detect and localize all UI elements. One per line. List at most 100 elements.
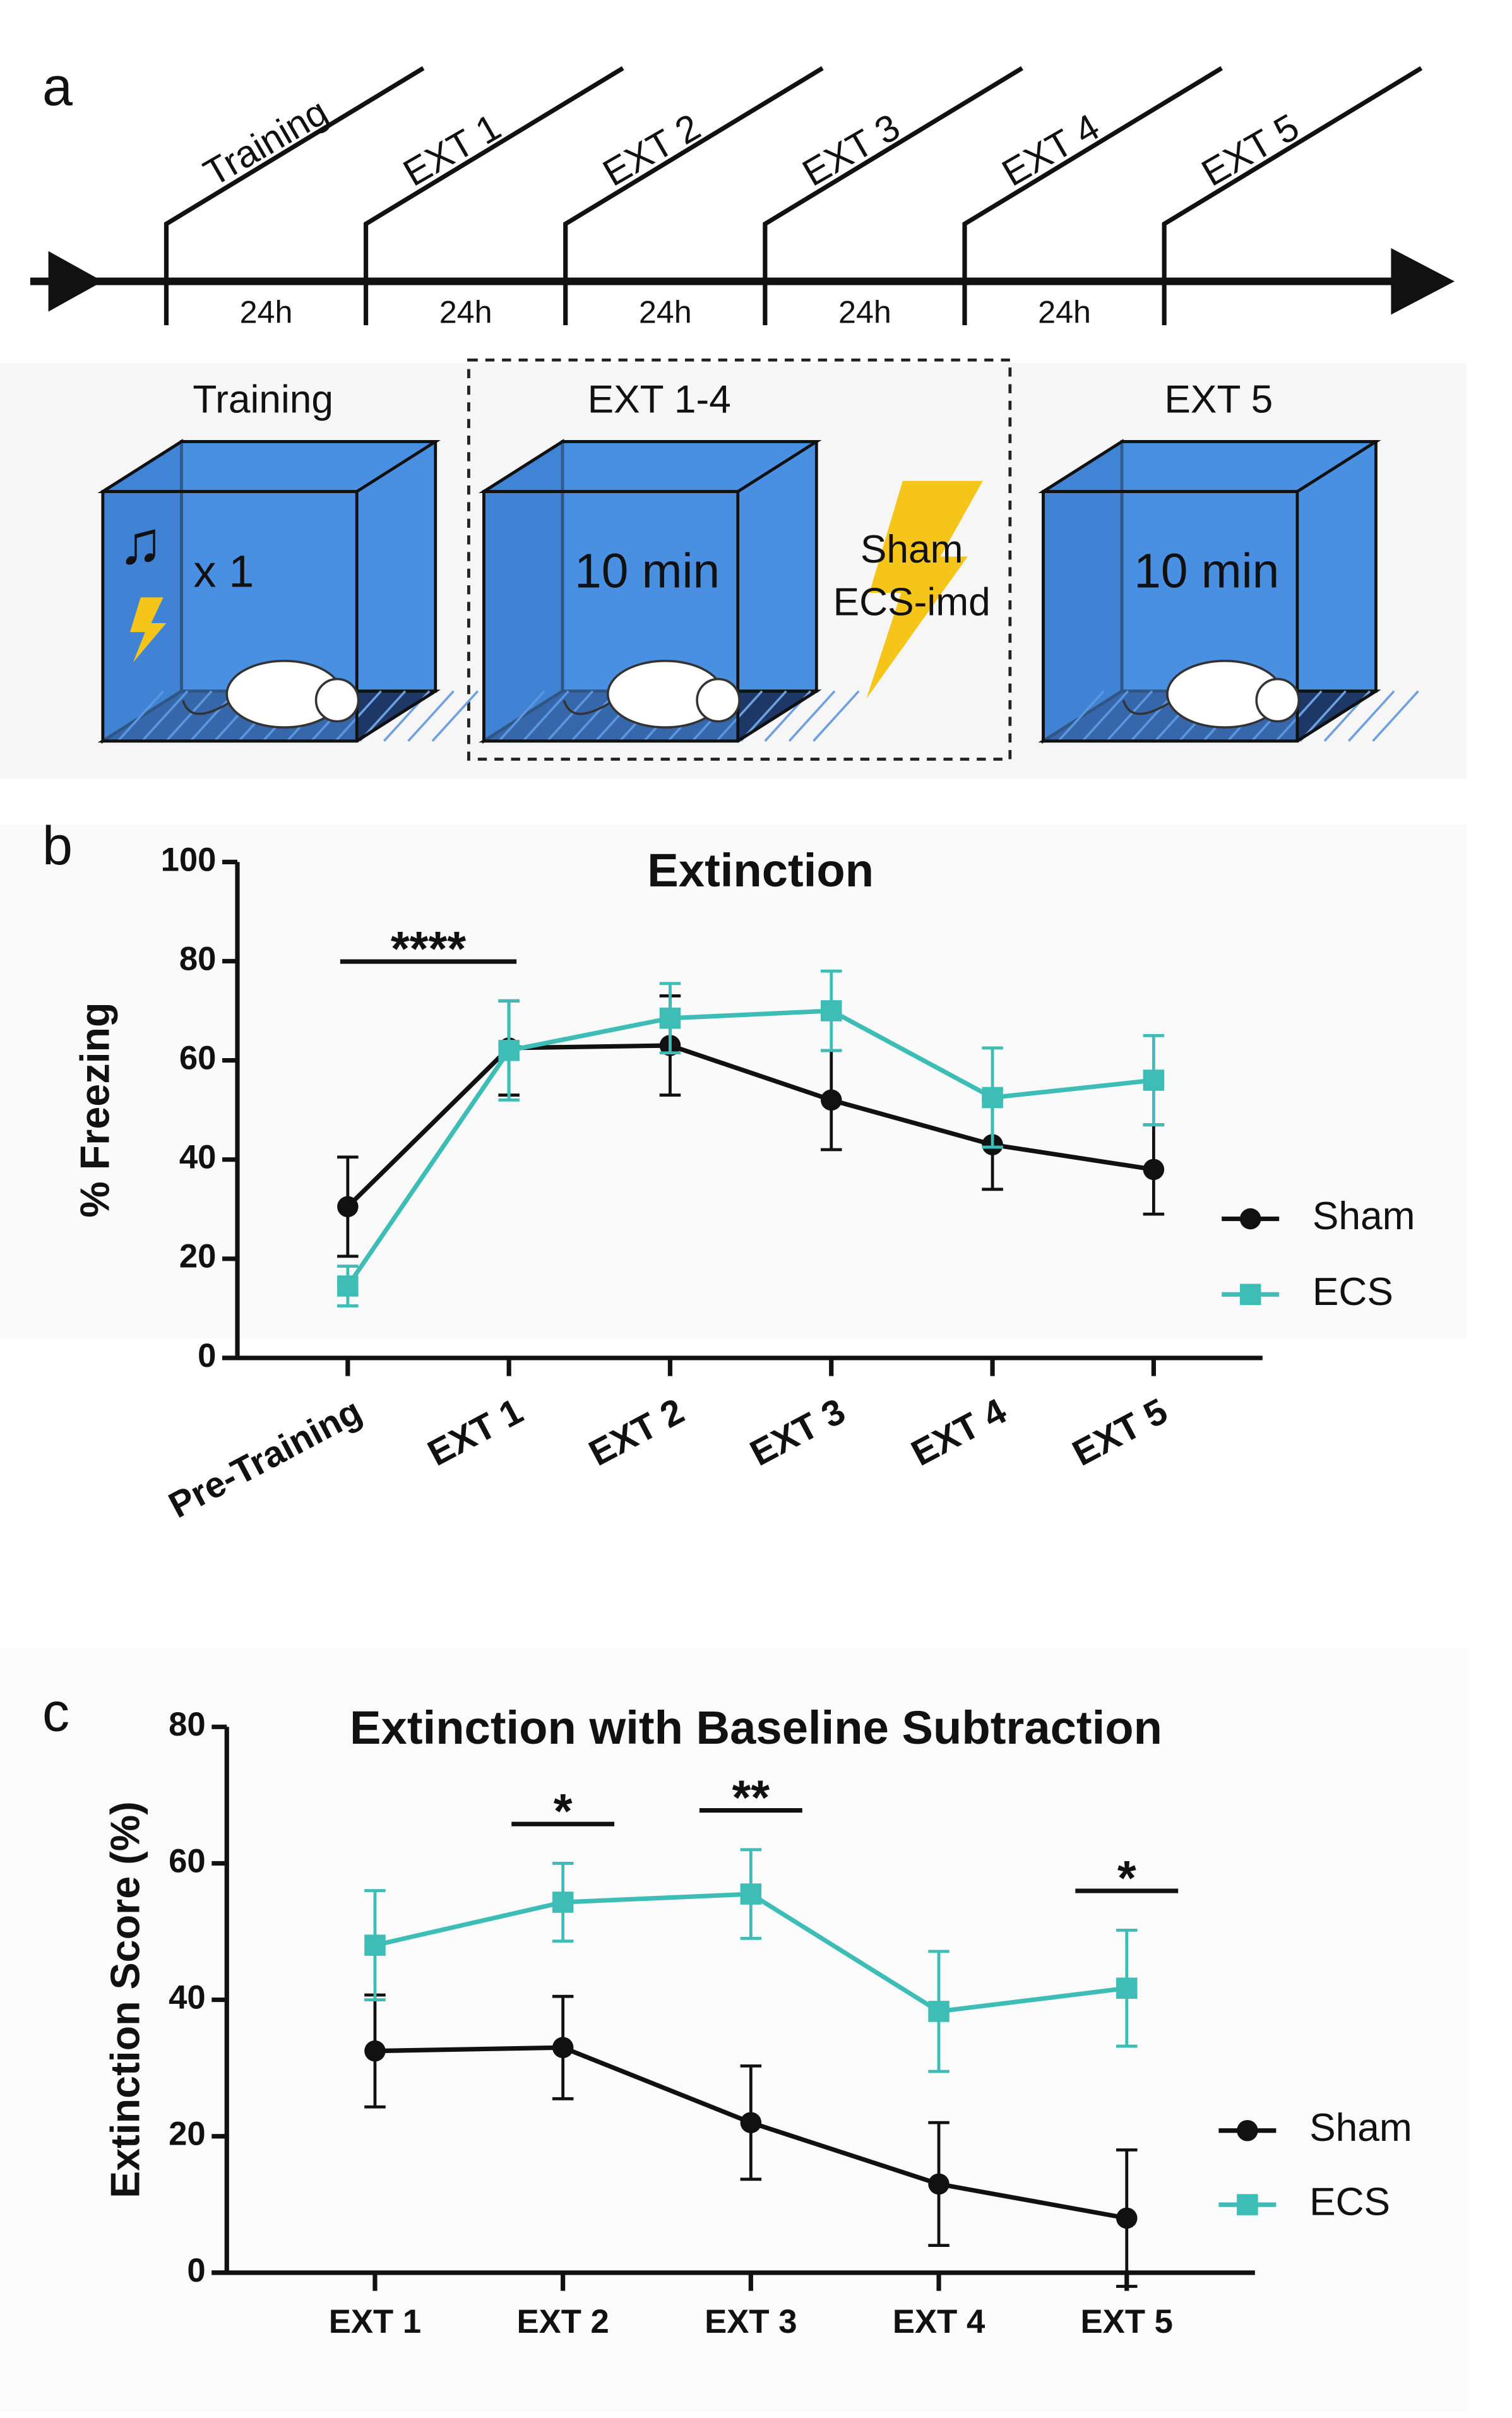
chamber-edge (1296, 689, 1377, 742)
timeline-arrow (1391, 247, 1455, 315)
y-tick-label: 100 (161, 841, 217, 878)
x-tick-label: EXT 1 (421, 1391, 529, 1474)
point (1116, 2207, 1138, 2229)
x-tick-label: EXT 1 (329, 2303, 421, 2340)
panel-label: b (42, 816, 73, 876)
point (1143, 1069, 1165, 1091)
panel-b-background (0, 824, 1467, 1338)
y-tick-label: 80 (169, 1706, 206, 1743)
day-label: EXT 5 (1194, 105, 1306, 194)
treatment-label: Sham (860, 528, 963, 571)
y-axis-label: % Freezing (72, 1002, 118, 1217)
treatment-label: ECS-imd (833, 581, 991, 624)
mouse-tail (563, 700, 610, 715)
y-axis-label: Extinction Score (%) (102, 1801, 148, 2198)
day-marker (563, 66, 824, 326)
chamber (97, 439, 479, 744)
panel-label: c (42, 1682, 69, 1742)
day-label: Training (196, 90, 335, 194)
x-tick-label: EXT 4 (893, 2303, 985, 2340)
stage-text: 10 min (574, 545, 720, 599)
timeline-arrow (48, 251, 103, 312)
floor-grid (813, 690, 860, 742)
floor-grid (431, 690, 479, 742)
y-tick-label: 20 (179, 1238, 217, 1275)
y-tick-label: 60 (169, 1842, 206, 1879)
mouse-head (696, 677, 741, 723)
point (337, 1196, 359, 1218)
panel-c-background (0, 1648, 1467, 2412)
point (928, 2001, 949, 2022)
x-tick-label: EXT 2 (516, 2303, 609, 2340)
point (552, 1891, 574, 1913)
y-tick-label: 0 (198, 1337, 216, 1374)
music-note: ♫ (118, 509, 164, 576)
point (982, 1087, 1003, 1109)
day-label: EXT 2 (596, 105, 708, 194)
day-marker (363, 66, 624, 326)
series-line (345, 1008, 1154, 1288)
floor-grid (407, 690, 455, 742)
day-marker (1162, 66, 1423, 326)
y-tick-label: 40 (179, 1139, 217, 1176)
point (740, 1883, 762, 1905)
point (1116, 1977, 1138, 1999)
chamber-top (1038, 440, 1381, 493)
significance-label: * (1117, 1852, 1136, 1905)
x-tick-label: EXT 3 (705, 2303, 797, 2340)
mouse-head (1255, 677, 1301, 723)
day-marker (763, 66, 1023, 326)
shock-icon (129, 597, 167, 663)
chamber-top (479, 440, 822, 493)
chamber-edge (355, 689, 437, 742)
point (740, 2112, 762, 2133)
stage-title: EXT 5 (1164, 378, 1273, 422)
interval-label: 24h (639, 294, 692, 330)
day-label: EXT 1 (396, 105, 508, 194)
y-tick-label: 0 (187, 2252, 205, 2289)
mouse-tail (1122, 700, 1170, 715)
point (821, 1000, 842, 1021)
y-tick-label: 40 (169, 1979, 206, 2016)
floor-grid (1348, 690, 1395, 742)
floor-grid (788, 690, 836, 742)
y-tick-label: 80 (179, 940, 217, 977)
x-tick-label: EXT 4 (905, 1391, 1013, 1474)
point (552, 2037, 574, 2059)
interval-label: 24h (838, 294, 891, 330)
x-tick-label: EXT 2 (583, 1391, 691, 1474)
lightning-bolt (866, 480, 983, 699)
x-tick-label: EXT 5 (1081, 2303, 1173, 2340)
day-marker (962, 66, 1223, 326)
point (821, 1089, 842, 1111)
significance-label: * (554, 1785, 573, 1838)
chamber (479, 439, 860, 744)
chamber-top (97, 440, 441, 493)
legend-marker (1237, 2194, 1258, 2215)
chart-title: Extinction with Baseline Subtraction (350, 1701, 1162, 1754)
legend-marker (1239, 1208, 1261, 1230)
day-label: EXT 4 (995, 105, 1107, 194)
dashed-box (467, 358, 1012, 761)
mouse-head (314, 677, 360, 723)
significance-label: ** (732, 1771, 770, 1825)
point (1143, 1158, 1165, 1181)
y-tick-label: 20 (169, 2116, 206, 2153)
chamber (1038, 439, 1419, 744)
stage-title: Training (193, 378, 333, 422)
point (337, 1275, 359, 1297)
floor-grid (1372, 690, 1419, 742)
series-line (346, 1043, 1154, 1208)
legend-label: Sham (1309, 2106, 1412, 2150)
x-tick-label: EXT 5 (1066, 1391, 1174, 1474)
significance-label: **** (391, 922, 466, 976)
interval-label: 24h (1038, 294, 1091, 330)
day-label: EXT 3 (795, 105, 907, 194)
legend-label: ECS (1309, 2181, 1390, 2224)
point (928, 2173, 949, 2195)
legend-marker (1239, 1283, 1261, 1306)
point (498, 1040, 520, 1061)
legend-label: ECS (1313, 1270, 1393, 1314)
legend-marker (1237, 2119, 1258, 2141)
